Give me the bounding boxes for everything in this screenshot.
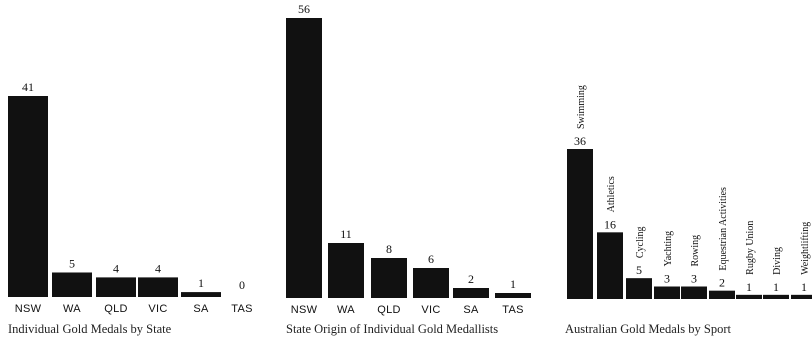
value-label: 4 bbox=[155, 261, 161, 275]
value-label: 6 bbox=[428, 252, 434, 266]
category-label: Cycling bbox=[635, 226, 646, 258]
value-label: 1 bbox=[198, 276, 204, 290]
bar-sa bbox=[453, 288, 489, 298]
bar-qld bbox=[371, 258, 407, 298]
category-label: Swimming bbox=[576, 85, 587, 129]
value-label: 11 bbox=[340, 227, 352, 241]
bar-weightlifting bbox=[791, 294, 812, 299]
value-label: 2 bbox=[719, 276, 725, 290]
value-label: 1 bbox=[801, 280, 807, 294]
bar-wa bbox=[328, 243, 364, 298]
bar-vic bbox=[413, 268, 449, 298]
bar-cycling bbox=[626, 278, 652, 299]
chart-1-title: Individual Gold Medals by State bbox=[8, 322, 172, 336]
chart-1: 41 NSW 5 WA 4 QLD 4 VIC 1 SA 0 TAS bbox=[8, 80, 252, 315]
value-label: 1 bbox=[510, 277, 516, 291]
bar-equestrian-activities bbox=[709, 290, 735, 299]
bar-tas bbox=[495, 293, 531, 298]
value-label: 56 bbox=[298, 2, 310, 16]
category-label: SA bbox=[193, 303, 209, 315]
bar-nsw bbox=[286, 18, 322, 298]
bar-athletics bbox=[597, 232, 623, 299]
category-label: NSW bbox=[291, 304, 318, 316]
bar-rugby-union bbox=[736, 294, 762, 299]
category-label: VIC bbox=[421, 304, 440, 316]
category-label: Equestrian Activities bbox=[718, 187, 729, 271]
bar-swimming bbox=[567, 149, 593, 299]
category-label: TAS bbox=[231, 303, 252, 315]
category-label: NSW bbox=[15, 303, 42, 315]
category-label: Rowing bbox=[690, 235, 701, 267]
category-label: QLD bbox=[104, 303, 128, 315]
bar-diving bbox=[763, 294, 789, 299]
value-label: 4 bbox=[113, 261, 119, 275]
category-label: SA bbox=[463, 304, 479, 316]
chart-2-title: State Origin of Individual Gold Medallis… bbox=[286, 322, 499, 336]
chart-2: 56 NSW 11 WA 8 QLD 6 VIC 2 SA 1 TAS bbox=[286, 2, 531, 316]
value-label: 1 bbox=[746, 280, 752, 294]
category-label: TAS bbox=[502, 304, 523, 316]
bar-vic bbox=[138, 277, 178, 297]
category-label: Diving bbox=[772, 247, 783, 275]
chart-3-title: Australian Gold Medals by Sport bbox=[565, 322, 731, 336]
value-label: 8 bbox=[386, 242, 392, 256]
category-label: Athletics bbox=[606, 176, 617, 212]
value-label: 5 bbox=[636, 263, 642, 277]
bar-rowing bbox=[681, 286, 707, 299]
value-label: 1 bbox=[773, 280, 779, 294]
category-label: VIC bbox=[148, 303, 167, 315]
value-label: 3 bbox=[664, 272, 670, 286]
value-label: 0 bbox=[239, 278, 245, 292]
chart-3: 36 Swimming 16 Athletics 5 Cycling 3 Yachting 3 R… bbox=[567, 85, 812, 299]
category-label: Yachting bbox=[663, 231, 674, 267]
category-label: WA bbox=[63, 303, 81, 315]
bar-yachting bbox=[654, 286, 680, 299]
category-label: WA bbox=[337, 304, 355, 316]
category-label: Rugby Union bbox=[745, 221, 756, 275]
bar-sa bbox=[181, 292, 221, 297]
bar-wa bbox=[52, 272, 92, 297]
category-label: QLD bbox=[377, 304, 401, 316]
bar-nsw bbox=[8, 96, 48, 297]
value-label: 2 bbox=[468, 272, 474, 286]
value-label: 3 bbox=[691, 272, 697, 286]
value-label: 41 bbox=[22, 80, 34, 94]
category-label: Weightlifting bbox=[800, 222, 811, 275]
value-label: 5 bbox=[69, 256, 75, 270]
value-label: 36 bbox=[574, 134, 586, 148]
value-label: 16 bbox=[604, 217, 616, 231]
bar-qld bbox=[96, 277, 136, 297]
